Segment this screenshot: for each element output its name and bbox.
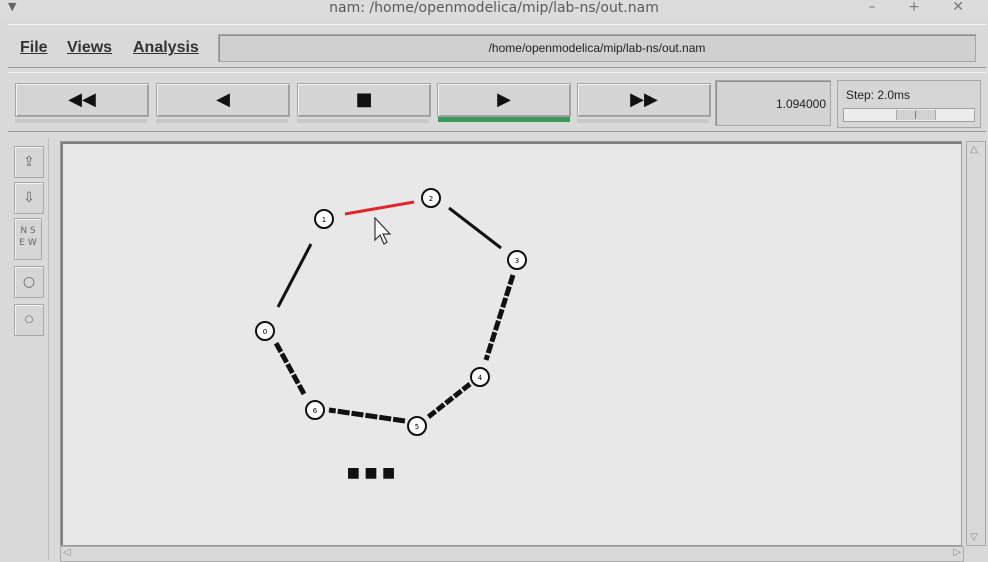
link-1-2 (344, 200, 415, 216)
menu-file[interactable]: File (20, 39, 48, 57)
time-display: 1.094000 (715, 80, 831, 126)
node-0[interactable]: 0 (255, 321, 275, 341)
menu-analysis[interactable]: Analysis (133, 39, 199, 57)
menu-analysis-label: Analysis (133, 39, 199, 56)
node-6[interactable]: 6 (305, 400, 325, 420)
window-menu-icon[interactable]: ▼ (8, 0, 17, 13)
menubar: File Views Analysis /home/openmodelica/m… (8, 24, 986, 68)
back-indicator (156, 119, 288, 123)
node-2-label: 2 (429, 195, 433, 203)
link-3-4 (483, 274, 516, 361)
node-1[interactable]: 1 (314, 209, 334, 229)
circle-small-button[interactable]: ○ (14, 304, 44, 336)
circle-large-icon: ○ (22, 274, 36, 290)
link-4-5 (425, 382, 472, 420)
scroll-up-icon[interactable]: △ (970, 144, 978, 155)
file-path-display: /home/openmodelica/mip/lab-ns/out.nam (218, 34, 976, 62)
view-ew-label: E W (19, 238, 37, 248)
node-5-label: 5 (415, 423, 419, 431)
step-control: Step: 2.0ms (837, 80, 981, 128)
rewind-button[interactable]: ◀◀ (15, 83, 149, 117)
node-6-label: 6 (313, 407, 318, 415)
cursor-icon (374, 216, 392, 245)
window-controls[interactable]: – + ✕ (868, 0, 978, 15)
circle-small-icon: ○ (24, 314, 34, 325)
scroll-down-icon[interactable]: ▽ (970, 532, 978, 543)
window-title: nam: /home/openmodelica/mip/lab-ns/out.n… (329, 0, 659, 16)
menu-views-label: Views (67, 39, 113, 56)
stop-indicator (297, 119, 429, 123)
play-button[interactable]: ▶ (437, 83, 571, 122)
menu-file-label: File (20, 39, 48, 56)
link-6-0 (273, 341, 307, 396)
scroll-left-icon[interactable]: ◁ (63, 547, 71, 558)
play-icon: ▶ (497, 89, 511, 110)
rewind-indicator (15, 119, 147, 123)
step-slider-thumb[interactable] (896, 110, 936, 120)
zoom-in-button[interactable]: ⇪ (14, 146, 44, 178)
node-2[interactable]: 2 (421, 188, 441, 208)
window-titlebar: ▼ nam: /home/openmodelica/mip/lab-ns/out… (0, 0, 988, 20)
node-3-label: 3 (515, 257, 519, 265)
step-label: Step: 2.0ms (846, 88, 911, 102)
node-4[interactable]: 4 (470, 367, 490, 387)
scroll-right-icon[interactable]: ▷ (953, 547, 961, 558)
zoom-out-button[interactable]: ⇩ (14, 182, 44, 214)
node-5[interactable]: 5 (407, 416, 427, 436)
step-back-icon: ◀ (216, 89, 230, 110)
link-0-1 (276, 243, 313, 308)
stop-button[interactable]: ■ (297, 83, 431, 117)
zoom-out-icon: ⇩ (23, 190, 35, 206)
fast-forward-icon: ▶▶ (630, 89, 658, 110)
link-5-6 (328, 407, 406, 424)
circle-large-button[interactable]: ○ (14, 266, 44, 298)
forward-indicator (577, 119, 709, 123)
node-0-label: 0 (263, 328, 267, 336)
node-4-label: 4 (478, 374, 483, 382)
view-toolbar: ⇪ ⇩ N S E W ○ ○ (8, 138, 49, 560)
step-slider[interactable] (843, 108, 975, 122)
playback-toolbar: ◀◀ ◀ ■ ▶ ▶▶ 1.094000 Step: 2.0ms (8, 72, 986, 132)
stop-icon: ■ (355, 89, 373, 110)
view-direction-button[interactable]: N S E W (14, 218, 42, 260)
step-back-button[interactable]: ◀ (156, 83, 290, 117)
network-canvas[interactable]: 1 2 3 4 5 6 0 ■ ■ ■ (60, 141, 962, 546)
rewind-icon: ◀◀ (68, 89, 96, 110)
network-graph: 1 2 3 4 5 6 0 ■ ■ ■ (255, 188, 527, 481)
node-1-label: 1 (322, 216, 326, 224)
node-3[interactable]: 3 (507, 250, 527, 270)
vertical-scrollbar[interactable]: △ ▽ (966, 141, 986, 546)
ellipsis-marks: ■ ■ ■ (347, 465, 396, 481)
fast-forward-button[interactable]: ▶▶ (577, 83, 711, 117)
view-ns-label: N S (20, 226, 36, 236)
menu-views[interactable]: Views (67, 39, 112, 57)
link-2-3 (448, 206, 502, 250)
zoom-in-icon: ⇪ (23, 154, 35, 170)
